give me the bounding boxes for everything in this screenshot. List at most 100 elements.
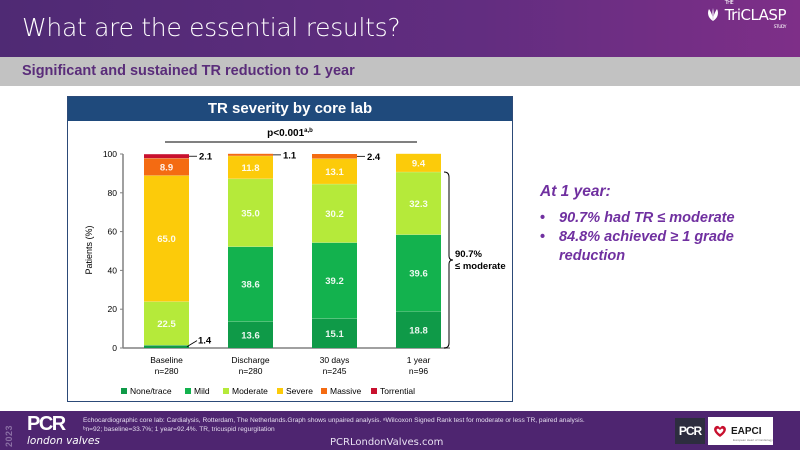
data-label: 11.8 <box>242 163 260 174</box>
legend-swatch <box>277 388 283 394</box>
summary-bullet: • 90.7% had TR ≤ moderate <box>540 209 770 228</box>
bullet-icon: • <box>540 229 546 245</box>
legend-label: None/trace <box>130 386 172 396</box>
data-label: 13.1 <box>325 167 344 178</box>
bar-segment <box>144 301 189 346</box>
data-label: 9.4 <box>412 158 426 169</box>
bar-segment <box>228 321 273 348</box>
bar-segment <box>396 153 441 173</box>
data-label: 32.3 <box>409 199 428 210</box>
x-category-label: 30 days <box>320 355 350 365</box>
leader-line <box>186 340 198 347</box>
heart-icon <box>714 425 726 437</box>
p-value-annotation: p<0.001a,b <box>165 128 417 143</box>
bar-segment <box>312 154 357 159</box>
pcr-logo: PCR <box>675 418 705 444</box>
header-bar: What are the essential results? THE TriC… <box>0 0 800 57</box>
data-label: 13.6 <box>241 330 260 341</box>
bar-segment <box>396 234 441 312</box>
x-category-label: 1 year <box>407 355 431 365</box>
footer-note-line1: Echocardiographic core lab: Cardialysis,… <box>83 417 585 424</box>
p-value-text: p<0.001a,b <box>267 128 313 139</box>
summary-heading: At 1 year: <box>540 183 611 200</box>
y-tick-label: 20 <box>108 304 118 314</box>
bars <box>144 153 441 348</box>
data-label: 18.8 <box>409 325 428 336</box>
legend: None/trace Mild Moderate Severe Massive Torre… <box>121 386 415 396</box>
summary-list: • 90.7% had TR ≤ moderate • 84.8% achieved… <box>540 209 770 266</box>
eapci-subtext: European Heart of Cardiology <box>733 438 773 442</box>
y-axis-label: Patients (%) <box>84 225 94 274</box>
x-category-n: n=280 <box>239 366 263 376</box>
data-label: 30.2 <box>325 209 344 220</box>
bar-segment <box>144 154 189 159</box>
data-label: 39.2 <box>325 276 344 287</box>
data-label: 1.4 <box>198 336 212 347</box>
y-tick-label: 100 <box>103 149 117 159</box>
legend-swatch <box>121 388 127 394</box>
bar-segment <box>228 155 273 179</box>
bracket-label-value: 90.7% <box>455 249 482 260</box>
chart-title: TR severity by core lab <box>68 97 512 121</box>
data-label: 2.4 <box>367 152 381 163</box>
data-label: 22.5 <box>157 319 176 330</box>
logo-name: TriCLASP <box>724 6 787 24</box>
bar-segment <box>312 242 357 319</box>
moderate-bracket: 90.7%≤ moderate <box>443 171 506 349</box>
y-tick-label: 40 <box>108 265 118 275</box>
leaf-icon <box>707 8 718 21</box>
bar-segment <box>144 175 189 302</box>
summary-bullet-text: 84.8% achieved ≥ 1 grade reduction <box>559 229 734 264</box>
data-label: 8.9 <box>160 162 173 173</box>
y-tick-label: 60 <box>108 227 118 237</box>
triclasp-logo: THE TriCLASP STUDY <box>705 0 787 30</box>
bar-segment <box>144 345 189 348</box>
data-labels: 1.4 22.5 65.0 8.9 2.1 13.6 38.6 35.0 11.8 1.1 15.1… <box>157 150 428 347</box>
summary-box: At 1 year: • 90.7% had TR ≤ moderate • 84.… <box>540 183 770 266</box>
data-label: 15.1 <box>325 329 344 340</box>
stacked-bar-chart: p<0.001a,b Patients (%) 0 20 40 60 80 100 1.4… <box>84 128 506 396</box>
y-tick-label: 80 <box>108 188 118 198</box>
x-category-label: Baseline <box>150 355 183 365</box>
y-tick-label: 0 <box>112 343 117 353</box>
legend-swatch <box>223 388 229 394</box>
legend-label: Mild <box>194 386 210 396</box>
footer-note-line2: ᵇn=92; baseline=33.7%; 1 year=92.4%. TR,… <box>83 426 275 433</box>
bar-segment <box>312 318 357 348</box>
summary-bullet: • 84.8% achieved ≥ 1 grade reduction <box>540 228 770 266</box>
bar-segment <box>396 172 441 235</box>
data-label: 35.0 <box>241 208 260 219</box>
x-category-label: Discharge <box>231 355 270 365</box>
legend-swatch <box>185 388 191 394</box>
legend-label: Massive <box>330 386 361 396</box>
bullet-icon: • <box>540 210 546 226</box>
bar-segment <box>144 158 189 176</box>
bar-segment <box>228 153 273 156</box>
p-value-superscript: a,b <box>304 128 313 134</box>
bar-segment <box>396 311 441 348</box>
bracket-label-text: ≤ moderate <box>455 261 506 272</box>
data-label: 65.0 <box>157 234 176 245</box>
data-label: 39.6 <box>409 269 428 280</box>
legend-label: Torrential <box>380 386 415 396</box>
subheader-bar: Significant and sustained TR reduction t… <box>0 57 800 86</box>
subheader-text: Significant and sustained TR reduction t… <box>22 63 355 79</box>
x-category-n: n=245 <box>323 366 347 376</box>
footer-bar: 2023 PCR london valves Echocardiographic… <box>0 411 800 450</box>
footer-url-link[interactable]: PCRLondonValves.com <box>330 437 444 448</box>
footer-pcr-brand: PCR <box>27 413 66 435</box>
p-value-main: p<0.001 <box>267 128 304 139</box>
x-category-n: n=96 <box>409 366 428 376</box>
footer-note: Echocardiographic core lab: Cardialysis,… <box>83 416 643 434</box>
logo-the: THE <box>724 0 734 6</box>
eapci-text: EAPCI <box>731 425 762 437</box>
x-category-n: n=280 <box>155 366 179 376</box>
bar-segment <box>228 246 273 322</box>
bracket-path <box>443 171 454 349</box>
logo-study: STUDY <box>773 25 787 30</box>
legend-label: Moderate <box>232 386 268 396</box>
chart-panel: TR severity by core lab p<0.001a,b Patie… <box>67 96 513 402</box>
slide-title: What are the essential results? <box>22 13 401 42</box>
